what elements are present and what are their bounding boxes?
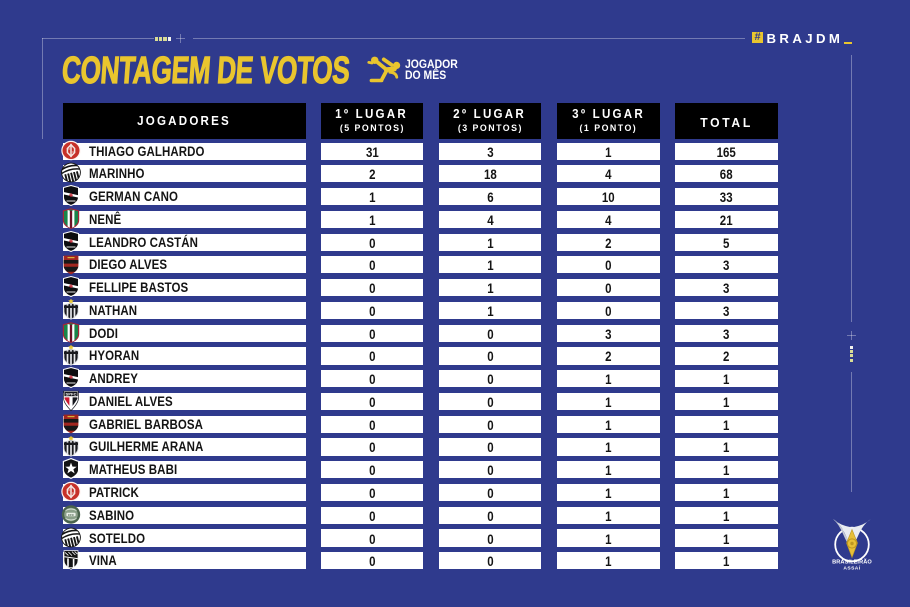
svg-text:CFC: CFC bbox=[68, 513, 75, 517]
svg-text:SPFC: SPFC bbox=[65, 392, 76, 397]
